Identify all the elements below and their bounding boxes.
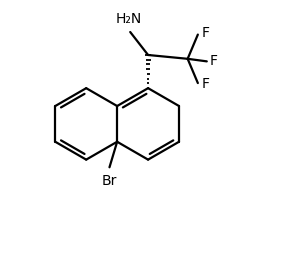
Text: F: F [202,77,210,91]
Text: H₂N: H₂N [116,12,142,26]
Text: Br: Br [102,174,117,188]
Text: F: F [202,26,210,40]
Text: F: F [209,54,217,68]
